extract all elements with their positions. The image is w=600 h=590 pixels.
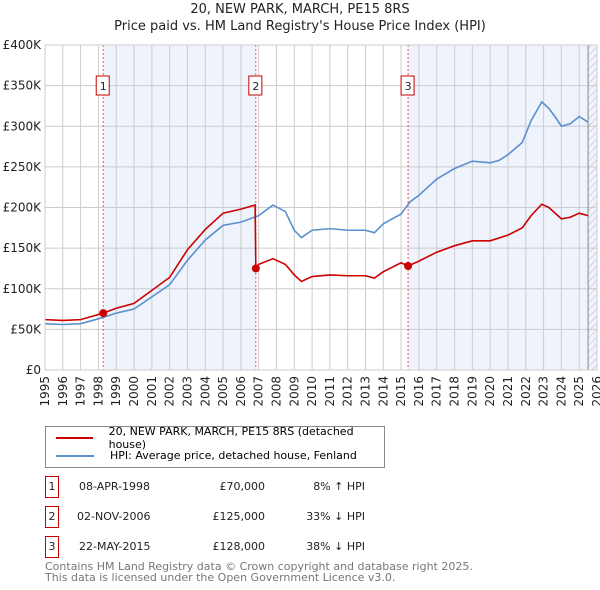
y-tick-label: £150K (3, 241, 43, 255)
x-tick-label: 1999 (109, 376, 123, 407)
x-tick-label: 2003 (180, 376, 194, 407)
sale-marker-label: 3 (405, 80, 412, 93)
y-tick-label: £50K (10, 322, 42, 336)
x-tick-label: 2023 (537, 376, 551, 407)
y-tick-label: £300K (3, 119, 43, 133)
transaction-number: 2 (45, 506, 59, 528)
transaction-price: £125,000 (212, 510, 266, 523)
transaction-date: 22-MAY-2015 (79, 540, 151, 553)
x-tick-label: 1996 (56, 376, 70, 407)
x-tick-label: 2010 (305, 376, 319, 407)
legend-swatch-blue (56, 454, 94, 457)
x-tick-label: 2021 (501, 376, 515, 407)
x-tick-label: 2019 (465, 376, 479, 407)
footer-licence: This data is licensed under the Open Gov… (45, 571, 396, 584)
x-tick-label: 2002 (163, 376, 177, 407)
x-tick-label: 2005 (216, 376, 230, 407)
x-tick-label: 1995 (38, 376, 52, 407)
x-tick-label: 2016 (412, 376, 426, 407)
x-tick-label: 2015 (394, 376, 408, 407)
x-tick-label: 1997 (74, 376, 88, 407)
x-tick-label: 2008 (269, 376, 283, 407)
property-price-line (44, 203, 589, 322)
x-tick-label: 2022 (519, 376, 533, 407)
sale-marker-label: 1 (100, 80, 107, 93)
x-tick-label: 2009 (287, 376, 301, 407)
x-tick-label: 2007 (252, 376, 266, 407)
sale-point (404, 262, 413, 270)
sale-point (251, 264, 260, 273)
chart-title: 20, NEW PARK, MARCH, PE15 8RS (190, 2, 410, 17)
transaction-price: £70,000 (219, 480, 266, 493)
sale-marker-box (400, 75, 415, 96)
x-tick-label: 2026 (590, 376, 600, 407)
footer-copyright: Contains HM Land Registry data © Crown c… (45, 560, 473, 573)
transaction-date: 02-NOV-2006 (77, 510, 151, 523)
legend: 20, NEW PARK, MARCH, PE15 8RS (detached … (45, 425, 385, 468)
x-tick-label: 2012 (341, 376, 355, 407)
legend-label: 20, NEW PARK, MARCH, PE15 8RS (detached … (108, 424, 354, 451)
x-tick-label: 2011 (323, 376, 337, 407)
legend-item-hpi: HPI: Average price, detached house, Fenl… (56, 447, 357, 464)
y-tick-label: £250K (3, 160, 43, 174)
y-tick-label: £100K (3, 282, 43, 296)
transaction-number: 3 (45, 536, 59, 558)
x-tick-label: 2001 (145, 376, 159, 407)
legend-label: HPI: Average price, detached house, Fenl… (110, 449, 357, 462)
sale-point (99, 309, 108, 318)
x-tick-label: 2013 (359, 376, 373, 407)
x-tick-label: 1998 (91, 376, 105, 407)
transaction-price: £128,000 (212, 540, 266, 553)
hpi-line (44, 100, 589, 326)
chart-subtitle: Price paid vs. HM Land Registry's House … (114, 19, 486, 34)
x-tick-label: 2024 (554, 376, 568, 407)
legend-swatch-red (56, 436, 93, 439)
sale-marker-box (248, 75, 263, 96)
y-tick-label: £400K (3, 38, 43, 52)
x-tick-label: 2025 (572, 376, 586, 407)
x-tick-label: 2017 (430, 376, 444, 407)
x-tick-label: 2020 (483, 376, 497, 407)
transaction-number: 1 (45, 476, 59, 498)
x-tick-label: 2004 (198, 376, 212, 407)
y-tick-label: £200K (3, 201, 43, 215)
x-tick-label: 2000 (127, 376, 141, 407)
plot-border (44, 44, 598, 371)
transaction-hpi: 33% ↓ HPI (306, 510, 365, 523)
y-tick-label: £350K (3, 79, 43, 93)
legend-item-property: 20, NEW PARK, MARCH, PE15 8RS (detached … (56, 425, 384, 451)
y-tick-label: £0 (26, 363, 41, 377)
plot-area: 1995 1996 1997 1998 1999 2000 2001 2002 2003 2004… (3, 38, 600, 407)
transaction-hpi: 8% ↑ HPI (313, 480, 365, 493)
sale-marker-label: 2 (252, 80, 259, 93)
x-tick-label: 2006 (234, 376, 248, 407)
x-tick-label: 2014 (376, 376, 390, 407)
sale-marker-box (95, 75, 110, 96)
transaction-hpi: 38% ↓ HPI (306, 540, 365, 553)
x-tick-label: 2018 (448, 376, 462, 407)
transaction-date: 08-APR-1998 (79, 480, 151, 493)
